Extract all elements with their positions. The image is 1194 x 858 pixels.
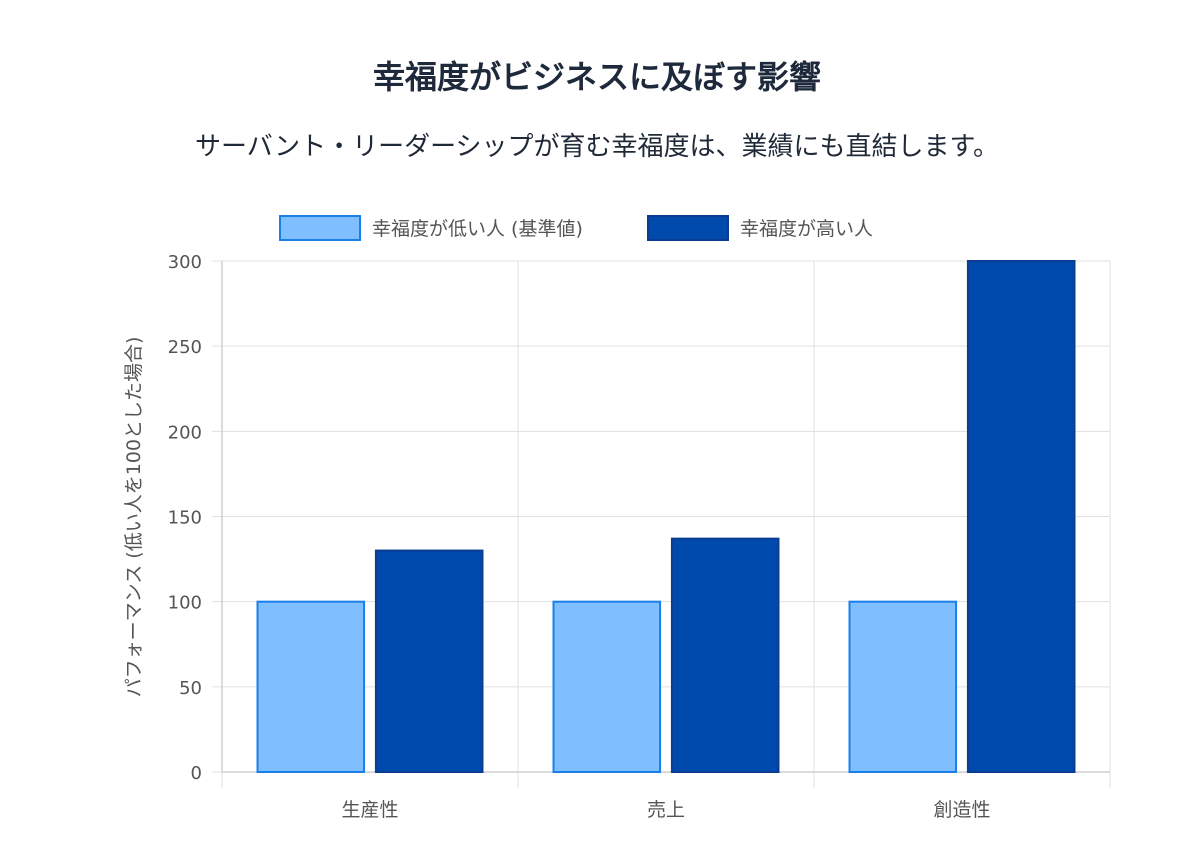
chart-subtitle: サーバント・リーダーシップが育む幸福度は、業績にも直結します。 (195, 132, 999, 162)
y-axis-title: パフォーマンス (低い人を100とした場合) (123, 337, 145, 698)
bars (256, 260, 1076, 774)
y-tick-label: 150 (168, 508, 202, 529)
y-tick-label: 300 (168, 252, 202, 273)
y-tick-label: 0 (191, 763, 202, 784)
legend: 幸福度が低い人 (基準値) 幸福度が高い人 (279, 215, 873, 241)
axes (221, 261, 1110, 773)
legend-swatch (279, 215, 361, 241)
bar-high-happiness (966, 260, 1076, 773)
y-tick-label: 50 (179, 678, 202, 699)
legend-label: 幸福度が低い人 (基準値) (372, 218, 583, 240)
bar-low-happiness (256, 600, 366, 774)
y-tick-label: 200 (168, 422, 202, 443)
legend-label: 幸福度が高い人 (740, 218, 873, 240)
chart-title: 幸福度がビジネスに及ぼす影響 (372, 58, 821, 96)
x-tick-label: 生産性 (341, 799, 398, 821)
bar-low-happiness (848, 600, 958, 774)
y-tick-label: 250 (168, 337, 202, 358)
x-tick-label: 売上 (647, 799, 685, 821)
legend-swatch (647, 215, 729, 241)
x-tick-label: 創造性 (933, 799, 990, 821)
bar-high-happiness (670, 537, 780, 773)
bar-high-happiness (374, 549, 484, 773)
y-tick-label: 100 (168, 593, 202, 614)
bar-low-happiness (552, 600, 662, 774)
tick-labels: 0 50 100 150 200 250 300 生産性 売上 創造性 (168, 252, 991, 821)
